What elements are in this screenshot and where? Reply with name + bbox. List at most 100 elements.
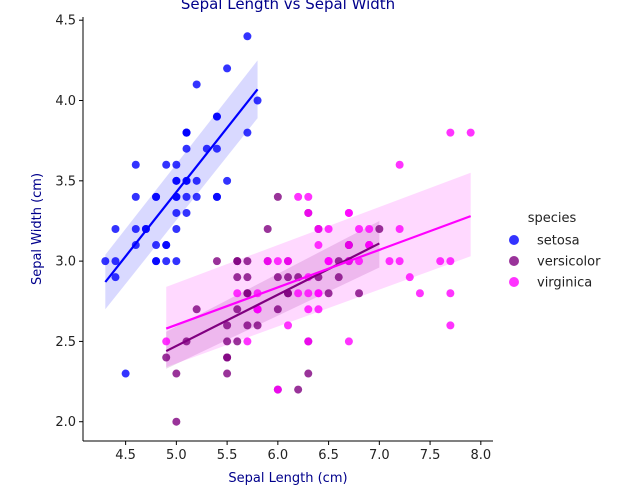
setosa-point [162,241,171,250]
setosa-legend-marker [509,235,519,245]
y-tick-label: 2.0 [55,415,76,430]
virginica-point [263,257,272,266]
virginica-point [405,273,414,282]
versicolor-point [304,369,313,378]
virginica-point [355,225,364,233]
setosa-point [162,160,171,169]
setosa-point [152,257,161,266]
versicolor-point [162,353,171,362]
virginica-point [243,337,252,346]
versicolor-point [263,225,272,233]
virginica-point [304,192,313,201]
virginica-point [304,289,313,298]
scatter-points [101,32,475,426]
versicolor-point [212,257,221,266]
versicolor-point [253,321,262,330]
setosa-point [223,176,232,185]
x-ticks: 4.5 5.0 5.5 6.0 6.5 7.0 7.5 8.0 [115,441,491,463]
virginica-legend-marker [509,277,519,287]
setosa-point [212,112,221,121]
virginica-point [395,225,404,233]
setosa-point [152,241,161,250]
setosa-point [172,257,181,266]
setosa-point [253,96,262,105]
virginica-point [365,225,374,233]
versicolor-legend-label: versicolor [537,255,601,270]
setosa-point [182,144,191,153]
virginica-point [446,289,455,298]
setosa-regression-line [104,88,259,283]
setosa-point [192,80,201,89]
setosa-point [172,176,181,185]
y-tick-label: 4.0 [55,94,76,109]
fit-lines [104,88,472,353]
setosa-point [212,144,221,153]
versicolor-point [284,273,292,282]
versicolor-point [294,385,303,394]
virginica-point [273,385,282,394]
x-tick-label: 7.0 [369,448,390,463]
virginica-point [162,337,171,346]
setosa-point [131,225,140,233]
setosa-point [131,160,140,169]
versicolor-point [324,289,333,298]
x-tick-label: 5.0 [166,448,187,463]
setosa-point [182,128,191,137]
setosa-legend-label: setosa [537,234,580,249]
versicolor-point [375,225,384,233]
setosa-point [192,192,201,201]
versicolor-legend-marker [509,256,519,266]
virginica-point [344,241,353,250]
chart-title: Sepal Length vs Sepal Width [181,0,395,13]
x-tick-label: 4.5 [115,448,136,463]
legend: species setosa versicolor virginica [509,211,601,291]
versicolor-point [223,369,232,378]
versicolor-point [223,321,232,330]
versicolor-point [233,257,242,266]
virginica-point [385,257,394,266]
y-tick-label: 3.5 [55,174,76,189]
versicolor-point [192,305,201,314]
versicolor-point [243,321,252,330]
versicolor-point [273,192,282,201]
virginica-point [395,257,404,266]
setosa-point [111,225,120,233]
y-tick-label: 3.0 [55,255,76,270]
versicolor-point [223,337,232,346]
virginica-point [344,337,353,346]
versicolor-point [233,337,242,346]
setosa-point [172,208,181,217]
virginica-point [314,289,323,298]
y-ticks: 2.0 2.5 3.0 3.5 4.0 4.5 [55,14,83,430]
versicolor-point [243,273,252,282]
virginica-legend-label: virginica [537,276,592,291]
setosa-point [172,225,181,233]
virginica-point [253,305,262,314]
virginica-point [314,305,323,314]
virginica-point [233,289,242,298]
axes: 4.5 5.0 5.5 6.0 6.5 7.0 7.5 8.0 2.0 2.5 3.0 3.5 4.0… [55,14,493,463]
setosa-point [212,192,221,201]
versicolor-point [233,305,242,314]
virginica-point [304,305,313,314]
virginica-point [446,257,455,266]
virginica-point [324,257,333,266]
versicolor-point [243,289,252,298]
virginica-point [314,225,323,233]
setosa-point [223,64,232,73]
virginica-point [466,128,475,137]
versicolor-point [172,369,181,378]
setosa-point [111,273,120,282]
setosa-point [131,192,140,201]
x-tick-label: 5.5 [217,448,238,463]
setosa-point [162,257,171,266]
x-tick-label: 6.5 [318,448,339,463]
setosa-point [101,257,110,266]
y-tick-label: 4.5 [55,14,76,29]
virginica-point [344,208,353,217]
setosa-point [111,257,120,266]
virginica-point [294,192,303,201]
versicolor-confidence-band [166,220,380,369]
x-tick-label: 6.0 [268,448,289,463]
